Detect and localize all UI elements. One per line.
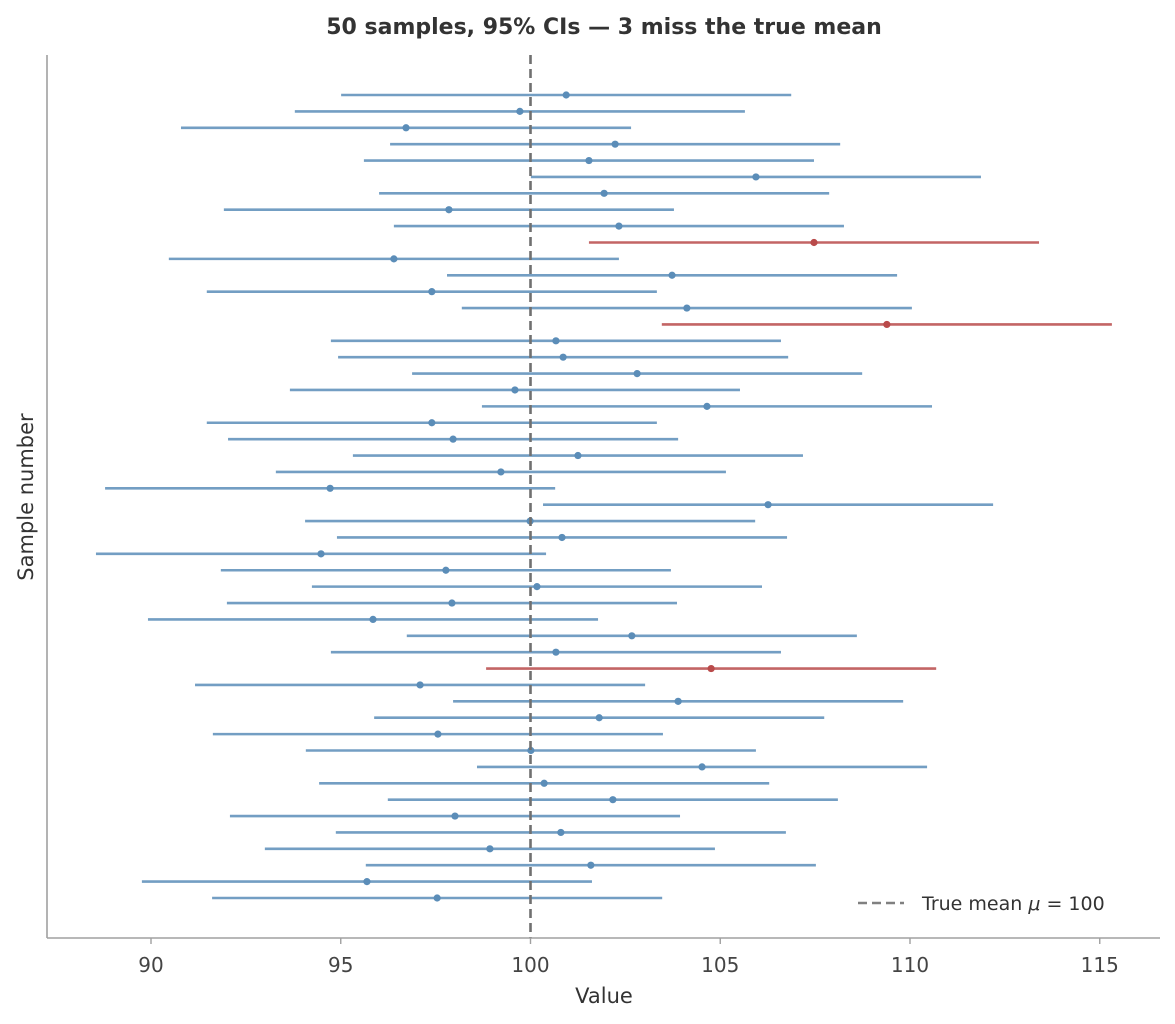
sample-mean-point — [448, 599, 456, 607]
sample-mean-point — [317, 550, 325, 558]
sample-mean-point — [883, 320, 891, 329]
sample-mean-point — [674, 697, 682, 705]
x-tick-label: 95 — [328, 953, 353, 977]
sample-mean-point — [558, 533, 566, 542]
sample-mean-point — [434, 730, 442, 738]
sample-mean-point — [600, 189, 608, 197]
sample-mean-point — [402, 124, 410, 132]
sample-mean-point — [445, 206, 453, 214]
x-tick-label: 100 — [511, 953, 549, 977]
sample-mean-point — [552, 648, 560, 656]
sample-mean-point — [486, 845, 494, 853]
sample-mean-point — [433, 894, 441, 902]
sample-mean-point — [390, 255, 398, 263]
sample-mean-point — [369, 615, 377, 624]
sample-mean-point — [428, 288, 436, 296]
sample-mean-point — [764, 501, 772, 509]
x-tick-label: 115 — [1081, 953, 1119, 977]
sample-mean-point — [752, 173, 760, 181]
sample-mean-point — [363, 878, 371, 886]
sample-mean-point — [442, 566, 450, 574]
sample-mean-point — [698, 763, 706, 771]
sample-mean-point — [451, 812, 459, 820]
sample-mean-point — [326, 484, 334, 492]
sample-mean-point — [703, 402, 711, 410]
sample-mean-point — [552, 337, 560, 345]
sample-mean-point — [668, 271, 676, 279]
sample-mean-point — [428, 419, 436, 427]
sample-mean-point — [516, 107, 524, 115]
y-axis-label: Sample number — [14, 413, 38, 581]
sample-mean-point — [595, 714, 603, 722]
legend: True mean μ = 100 — [858, 893, 1105, 915]
sample-mean-point — [683, 304, 691, 312]
sample-mean-point — [615, 222, 623, 230]
legend-label: True mean μ = 100 — [921, 893, 1105, 915]
sample-mean-point — [587, 861, 595, 869]
sample-mean-point — [633, 369, 641, 378]
sample-mean-point — [416, 681, 424, 689]
x-axis-ticks: 90 95 100 105 110 115 — [138, 938, 1119, 977]
sample-mean-point — [707, 664, 715, 673]
sample-mean-point — [611, 140, 619, 148]
sample-mean-point — [527, 746, 535, 755]
sample-mean-point — [557, 828, 565, 837]
sample-mean-point — [533, 583, 541, 591]
sample-mean-point — [810, 238, 818, 247]
x-tick-label: 90 — [138, 953, 163, 977]
x-tick-label: 105 — [701, 953, 739, 977]
sample-mean-point — [449, 435, 457, 443]
sample-mean-point — [574, 451, 582, 460]
sample-mean-point — [562, 91, 570, 99]
chart-title: 50 samples, 95% CIs — 3 miss the true me… — [326, 15, 882, 40]
sample-mean-point — [511, 386, 519, 394]
sample-mean-point — [559, 353, 567, 361]
sample-mean-point — [540, 779, 548, 787]
x-axis-label: Value — [575, 984, 633, 1008]
confidence-intervals — [95, 91, 1112, 902]
x-tick-label: 110 — [891, 953, 929, 977]
sample-mean-point — [585, 156, 593, 165]
sample-mean-point — [497, 468, 505, 476]
sample-mean-point — [628, 632, 636, 640]
sample-mean-point — [609, 796, 617, 804]
